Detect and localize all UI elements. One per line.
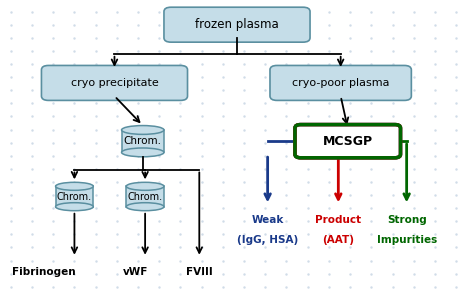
FancyBboxPatch shape [121,130,164,152]
Ellipse shape [121,126,164,134]
Text: vWF: vWF [123,267,148,277]
Text: Weak: Weak [251,215,284,225]
Text: Chrom.: Chrom. [57,191,92,201]
FancyBboxPatch shape [55,186,93,207]
Text: Impurities: Impurities [376,235,437,245]
Text: FVIII: FVIII [186,267,213,277]
Text: (AAT): (AAT) [322,235,354,245]
Text: Chrom.: Chrom. [128,191,163,201]
Text: Product: Product [315,215,361,225]
Text: Chrom.: Chrom. [124,136,162,146]
Text: cryo precipitate: cryo precipitate [71,78,158,88]
Ellipse shape [126,182,164,190]
Ellipse shape [121,148,164,157]
Text: MCSGP: MCSGP [323,135,373,148]
Ellipse shape [55,203,93,211]
FancyBboxPatch shape [270,66,411,101]
FancyBboxPatch shape [126,186,164,207]
Text: Fibrinogen: Fibrinogen [12,267,76,277]
Text: frozen plasma: frozen plasma [195,18,279,31]
Text: (IgG, HSA): (IgG, HSA) [237,235,298,245]
Text: cryo-poor plasma: cryo-poor plasma [292,78,390,88]
FancyBboxPatch shape [295,125,401,158]
Text: Strong: Strong [387,215,427,225]
Ellipse shape [55,182,93,190]
Ellipse shape [126,203,164,211]
FancyBboxPatch shape [41,66,188,101]
FancyBboxPatch shape [164,7,310,42]
